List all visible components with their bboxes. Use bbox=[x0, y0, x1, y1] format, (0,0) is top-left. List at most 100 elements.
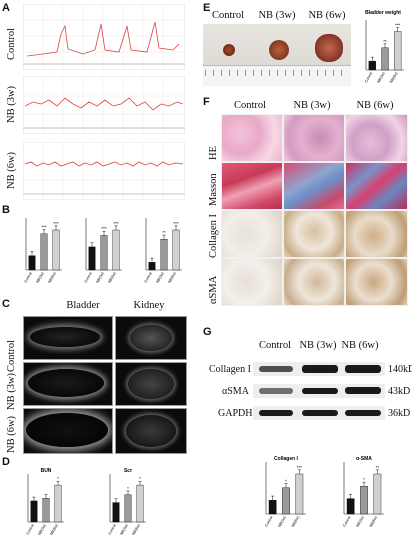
chart-b2: Control *** NB(3w) *** NB(6w) bbox=[84, 218, 122, 284]
significance-label: *** bbox=[395, 23, 401, 28]
histology-collagen-control bbox=[221, 210, 283, 258]
bar-control bbox=[268, 500, 277, 515]
ultrasound-bladder-nb3w bbox=[23, 362, 113, 406]
tick-label: NB(3w) bbox=[119, 524, 128, 536]
tick-label: NB(3w) bbox=[155, 272, 164, 284]
significance-label: * bbox=[363, 477, 365, 482]
bar-control bbox=[148, 262, 156, 271]
header-g-nb3w: NB (3w) bbox=[299, 340, 337, 351]
chart-e-title: Bladder weight bbox=[365, 10, 401, 16]
chart-d-bun: BUN Control NB(3w) * NB(6w) bbox=[26, 468, 64, 536]
significance-label: * bbox=[57, 476, 59, 481]
chart-title: Scr bbox=[124, 468, 132, 474]
histology-masson-nb6w bbox=[345, 162, 408, 210]
significance-label: *** bbox=[41, 225, 47, 230]
significance-label: * bbox=[139, 476, 141, 481]
header-f-nb6w: NB (6w) bbox=[356, 100, 394, 111]
tick-label: NB(3w) bbox=[35, 272, 44, 284]
tick-label: NB(6w) bbox=[107, 272, 116, 284]
bar-control bbox=[30, 500, 38, 523]
panel-label-c: C bbox=[2, 298, 10, 310]
chart-title: BUN bbox=[41, 468, 52, 474]
significance-label: *** bbox=[297, 465, 303, 470]
chart-e-bladder-weight: Bladder weight Control ** NB(3w) *** NB(6w) bbox=[364, 10, 404, 84]
ultrasound-kidney-nb3w bbox=[115, 362, 187, 406]
specimen-nb6w bbox=[315, 34, 343, 62]
specimen-control bbox=[223, 44, 235, 56]
bar-nb-6w- bbox=[112, 229, 120, 271]
tick-label: Control bbox=[108, 523, 117, 535]
bar-nb-6w- bbox=[373, 473, 382, 515]
tick-label: Control bbox=[342, 515, 351, 527]
chart-d-scr: Scr Control * NB(3w) * NB(6w) bbox=[108, 468, 146, 536]
cystometry-trace-nb3w bbox=[23, 76, 185, 134]
chart-title: α-SMA bbox=[356, 456, 372, 462]
specimen-nb3w bbox=[269, 40, 289, 60]
panel-label-g: G bbox=[203, 326, 212, 338]
header-f-nb3w: NB (3w) bbox=[293, 100, 331, 111]
blot-size-asma: 43kD bbox=[388, 386, 411, 397]
blot-asma bbox=[253, 384, 385, 398]
bar-nb-6w- bbox=[54, 484, 62, 523]
chart-b1: Control *** NB(3w) *** NB(6w) bbox=[24, 218, 62, 284]
histology-asma-control bbox=[221, 258, 283, 306]
significance-label: *** bbox=[53, 221, 59, 226]
tick-label: NB(3w) bbox=[37, 524, 46, 536]
bar-nb-3w- bbox=[282, 487, 290, 515]
header-e-nb3w: NB (3w) bbox=[258, 10, 296, 21]
label-f-masson: Masson bbox=[208, 173, 219, 206]
tick-label: NB(6w) bbox=[167, 272, 176, 284]
bar-control bbox=[346, 498, 355, 515]
tick-label: Control bbox=[144, 271, 153, 283]
bar-nb-6w- bbox=[52, 229, 60, 271]
significance-label: *** bbox=[173, 221, 179, 226]
panel-label-f: F bbox=[203, 96, 210, 108]
bar-nb-3w- bbox=[40, 233, 48, 271]
header-g-control: Control bbox=[258, 340, 292, 351]
label-c-nb6w: NB (6w) bbox=[6, 415, 17, 453]
panel-label-d: D bbox=[2, 456, 10, 468]
significance-label: * bbox=[285, 479, 287, 484]
bar-nb-6w- bbox=[295, 473, 304, 515]
tick-label: NB(3w) bbox=[376, 72, 385, 84]
bar-nb-6w- bbox=[393, 31, 402, 71]
bar-control bbox=[112, 502, 120, 523]
ultrasound-kidney-nb6w bbox=[115, 408, 187, 454]
tick-label: NB(6w) bbox=[389, 72, 398, 84]
tick-label: NB(6w) bbox=[131, 524, 140, 536]
label-f-asma: αSMA bbox=[208, 275, 219, 304]
label-f-he: HE bbox=[208, 146, 219, 160]
blot-label-gapdh: GAPDH bbox=[218, 408, 253, 419]
significance-label: *** bbox=[113, 221, 119, 226]
tick-label: Control bbox=[364, 71, 373, 83]
cystometry-trace-nb6w bbox=[23, 142, 185, 200]
panel-b-charts: Control *** NB(3w) *** NB(6w) Control *** NB(3… bbox=[24, 218, 182, 284]
tick-label: NB(6w) bbox=[47, 272, 56, 284]
bar-control bbox=[28, 255, 36, 271]
panel-label-b: B bbox=[2, 204, 10, 216]
tick-label: NB(3w) bbox=[95, 272, 104, 284]
significance-label: ** bbox=[383, 39, 387, 44]
header-e-nb6w: NB (6w) bbox=[308, 10, 346, 21]
bar-nb-3w- bbox=[381, 47, 389, 71]
ultrasound-kidney-control bbox=[115, 316, 187, 360]
blot-size-collagen: 140kD bbox=[388, 364, 412, 375]
label-c-nb3w: NB (3w) bbox=[6, 372, 17, 410]
bar-nb-3w- bbox=[42, 498, 50, 523]
tick-label: NB(3w) bbox=[277, 516, 286, 528]
header-kidney: Kidney bbox=[133, 300, 165, 311]
bar-nb-6w- bbox=[136, 484, 144, 523]
tick-label: NB(6w) bbox=[49, 524, 58, 536]
bar-nb-3w- bbox=[100, 235, 108, 271]
tick-label: Control bbox=[84, 271, 93, 283]
histology-he-nb3w bbox=[283, 114, 345, 162]
histology-he-control bbox=[221, 114, 283, 162]
bar-nb-6w- bbox=[172, 229, 180, 271]
blot-label-asma: αSMA bbox=[222, 386, 249, 397]
tick-label: NB(3w) bbox=[355, 516, 364, 528]
tick-label: Control bbox=[24, 271, 33, 283]
tick-label: Control bbox=[26, 523, 35, 535]
blot-size-gapdh: 36kD bbox=[388, 408, 411, 419]
chart-b3: Control ** NB(3w) *** NB(6w) bbox=[144, 218, 182, 284]
